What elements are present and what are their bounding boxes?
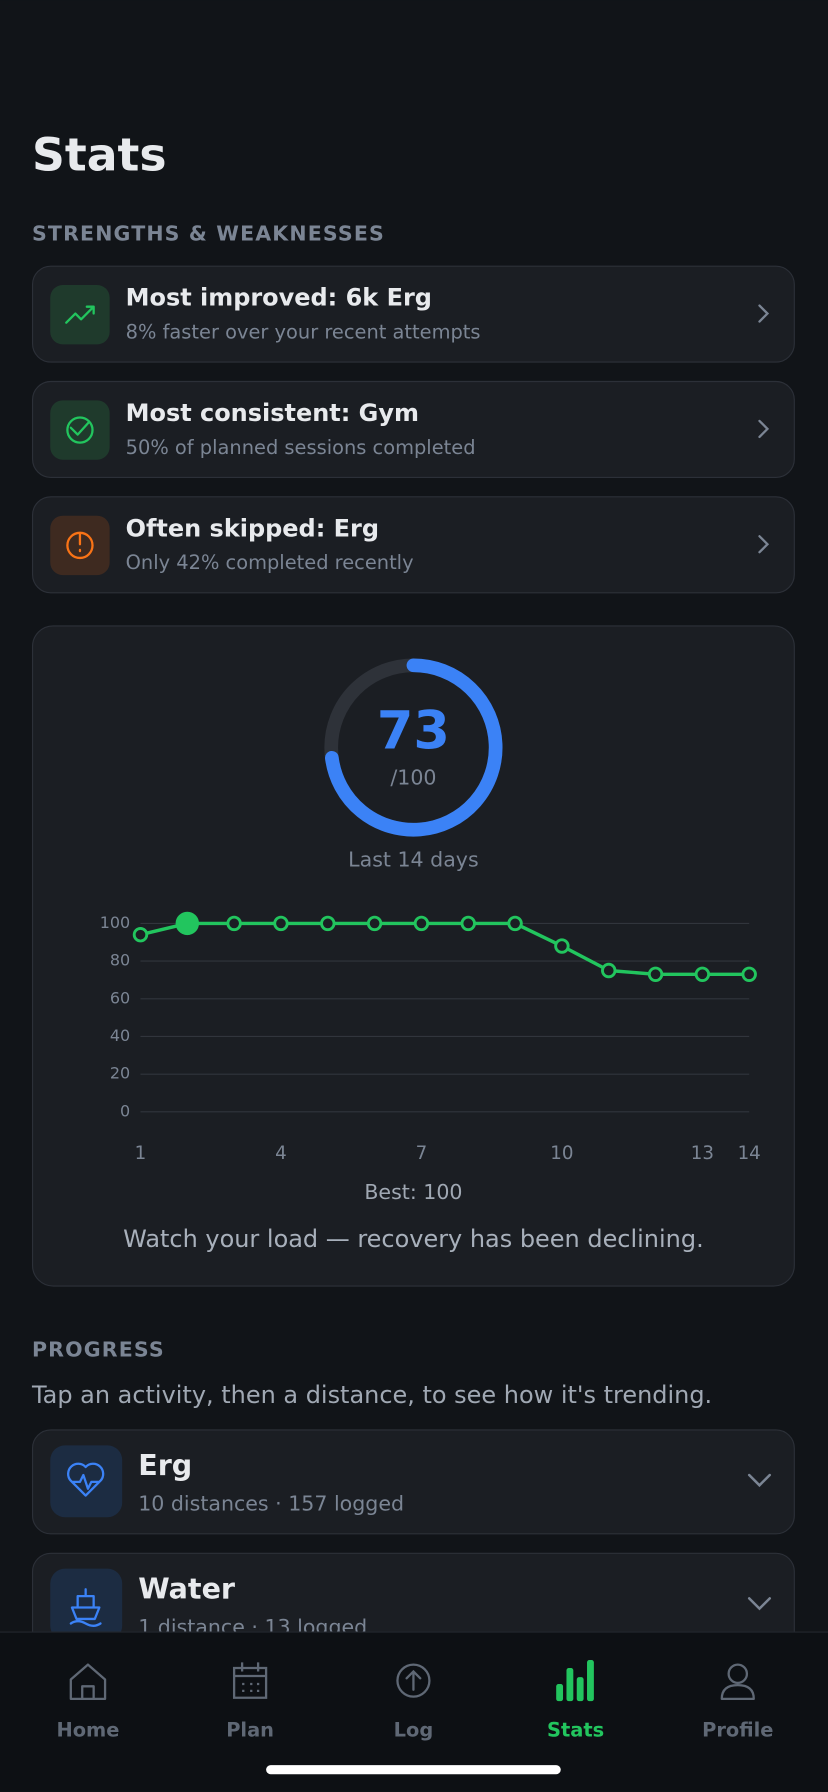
activity-name: Erg [138, 1448, 192, 1482]
best-marker [175, 911, 200, 936]
marker [460, 915, 476, 932]
icon-tile [50, 284, 110, 345]
card-title: Often skipped: Erg [126, 514, 379, 542]
insight-card[interactable]: Often skipped: Erg Only 42% completed rec… [31, 496, 795, 594]
icon-tile [50, 1568, 123, 1641]
activity-card[interactable]: Erg 10 distances · 157 logged [31, 1429, 795, 1535]
icon [587, 1660, 594, 1702]
icon [556, 1684, 564, 1702]
marker [226, 915, 242, 932]
section-hint: Tap an activity, then a distance, to see… [31, 1381, 712, 1409]
section-heading: STRENGTHS & WEAKNESSES [32, 222, 385, 246]
card-bg [31, 265, 795, 363]
card-bg [31, 1429, 795, 1535]
y-tick-label: 100 [100, 913, 130, 932]
score-card [31, 625, 795, 1287]
line [140, 921, 750, 977]
marker [413, 915, 430, 932]
marker [741, 966, 757, 982]
chart-caption: Watch your load — recovery has been decl… [123, 1225, 704, 1253]
marker [647, 966, 664, 982]
card-bg [31, 380, 795, 479]
chevron [758, 304, 770, 323]
icon [232, 1662, 268, 1699]
card-title: Most consistent: Gym [126, 399, 419, 427]
card-subtitle: 50% of planned sessions completed [126, 436, 476, 459]
x-tick-label: 10 [550, 1143, 573, 1164]
icon [405, 1669, 422, 1691]
card-title: Most improved: 6k Erg [126, 284, 432, 312]
icon [66, 1462, 105, 1497]
y-tick-label: 60 [110, 988, 130, 1007]
chevron [758, 535, 770, 554]
home-indicator [266, 1765, 561, 1775]
icon [727, 1663, 749, 1685]
score-period: Last 14 days [348, 848, 479, 872]
card-subtitle: Only 42% completed recently [126, 551, 414, 574]
score-value: 73 [377, 700, 450, 761]
expand-chevron [747, 1473, 772, 1488]
icon [576, 1677, 584, 1702]
y-tick-label: 0 [120, 1101, 130, 1120]
section-heading: PROGRESS [32, 1338, 165, 1362]
icon [566, 1668, 574, 1702]
marker [601, 962, 617, 979]
activity-detail: 10 distances · 157 logged [138, 1492, 404, 1516]
ring-progress [324, 658, 503, 837]
icon [69, 420, 91, 436]
marker [507, 915, 523, 932]
tab-label[interactable]: Log [394, 1718, 434, 1741]
insight-card[interactable]: Most consistent: Gym 50% of planned sessi… [31, 380, 795, 479]
tab-label[interactable]: Home [56, 1718, 119, 1741]
y-tick-label: 80 [110, 951, 130, 970]
tab-label[interactable]: Plan [226, 1718, 274, 1741]
x-tick-label: 7 [416, 1143, 428, 1164]
x-tick-label: 4 [275, 1143, 287, 1164]
activity-name: Water [138, 1571, 235, 1605]
chart-annotation: Best: 100 [364, 1180, 462, 1204]
page-title: Stats [32, 129, 167, 182]
y-tick-label: 40 [110, 1026, 130, 1045]
tab-bar [0, 1631, 828, 1792]
card-bg [31, 496, 795, 594]
icon-tile [50, 400, 110, 460]
icon [65, 305, 95, 324]
icon [69, 1663, 107, 1701]
marker [320, 915, 336, 932]
y-tick-label: 20 [110, 1064, 130, 1083]
marker [694, 966, 711, 982]
marker [273, 915, 289, 932]
marker [132, 927, 149, 943]
tab-label[interactable]: Stats [547, 1718, 604, 1741]
icon [69, 1588, 102, 1627]
tab-label[interactable]: Profile [702, 1718, 773, 1741]
insight-card[interactable]: Most improved: 6k Erg 8% faster over your… [31, 265, 795, 363]
icon [720, 1684, 755, 1701]
x-tick-label: 1 [135, 1143, 147, 1164]
marker [366, 915, 383, 932]
expand-chevron [747, 1597, 772, 1611]
icon-ring [66, 416, 94, 444]
card-subtitle: 8% faster over your recent attempts [126, 320, 481, 343]
x-tick-label: 13 [691, 1143, 714, 1164]
x-tick-label: 14 [738, 1143, 761, 1164]
score-max: /100 [390, 765, 436, 789]
chevron [758, 419, 770, 439]
marker [554, 938, 570, 954]
icon [396, 1663, 431, 1698]
